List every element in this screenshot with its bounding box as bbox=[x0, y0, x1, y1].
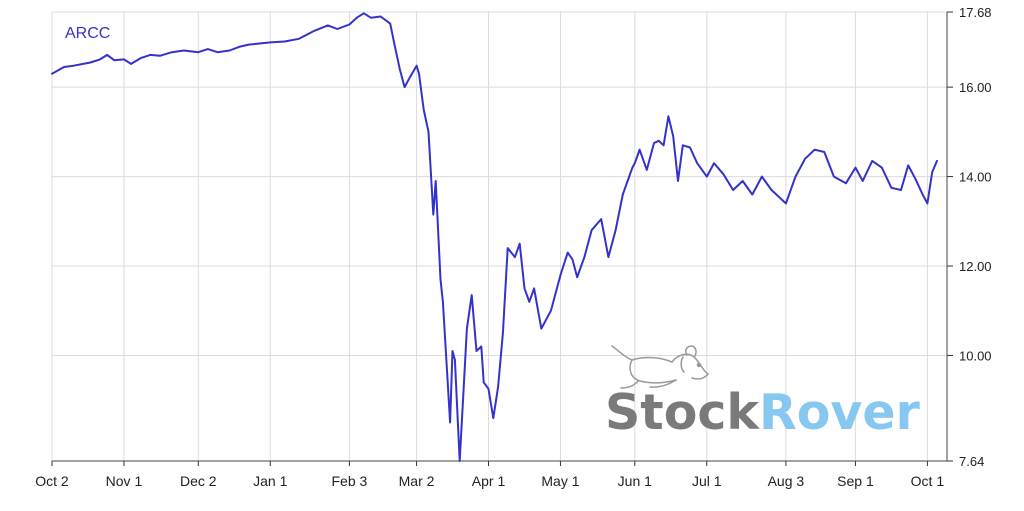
x-tick-label: Mar 2 bbox=[399, 473, 435, 489]
x-tick-label: Dec 2 bbox=[180, 473, 217, 489]
x-tick-label: Sep 1 bbox=[837, 473, 874, 489]
y-tick-label: 14.00 bbox=[959, 170, 992, 185]
x-tick-label: Aug 3 bbox=[768, 473, 805, 489]
watermark-rover-text: Rover bbox=[759, 384, 921, 441]
x-tick-label: Apr 1 bbox=[472, 473, 506, 489]
x-tick-label: May 1 bbox=[541, 473, 579, 489]
series-layer bbox=[51, 12, 938, 462]
legend-series-label: ARCC bbox=[65, 25, 110, 42]
tick-labels: 17.68 16.00 14.00 12.00 10.00 7.64 Oct 2 Nov 1 D… bbox=[35, 5, 991, 489]
y-tick-label: 17.68 bbox=[959, 5, 992, 20]
x-tick-label: Jan 1 bbox=[253, 473, 287, 489]
x-tick-label: Oct 1 bbox=[911, 473, 945, 489]
series-line-arcc bbox=[51, 12, 938, 462]
watermark-stock-text: Stock bbox=[605, 384, 760, 441]
x-tick-label: Jul 1 bbox=[692, 473, 722, 489]
svg-text:StockRover: StockRover bbox=[605, 384, 921, 441]
y-tick-label: 10.00 bbox=[959, 348, 992, 363]
grid-lines bbox=[51, 11, 947, 462]
x-tick-label: Feb 3 bbox=[331, 473, 367, 489]
x-tick-label: Oct 2 bbox=[35, 473, 69, 489]
y-tick-label: 7.64 bbox=[959, 454, 984, 469]
x-tick-label: Nov 1 bbox=[106, 473, 143, 489]
axes bbox=[51, 11, 953, 466]
dog-logo-icon bbox=[611, 345, 709, 389]
stockrover-watermark: StockRover bbox=[605, 345, 921, 441]
x-tick-label: Jun 1 bbox=[618, 473, 652, 489]
y-tick-label: 12.00 bbox=[959, 259, 992, 274]
y-tick-label: 16.00 bbox=[959, 80, 992, 95]
